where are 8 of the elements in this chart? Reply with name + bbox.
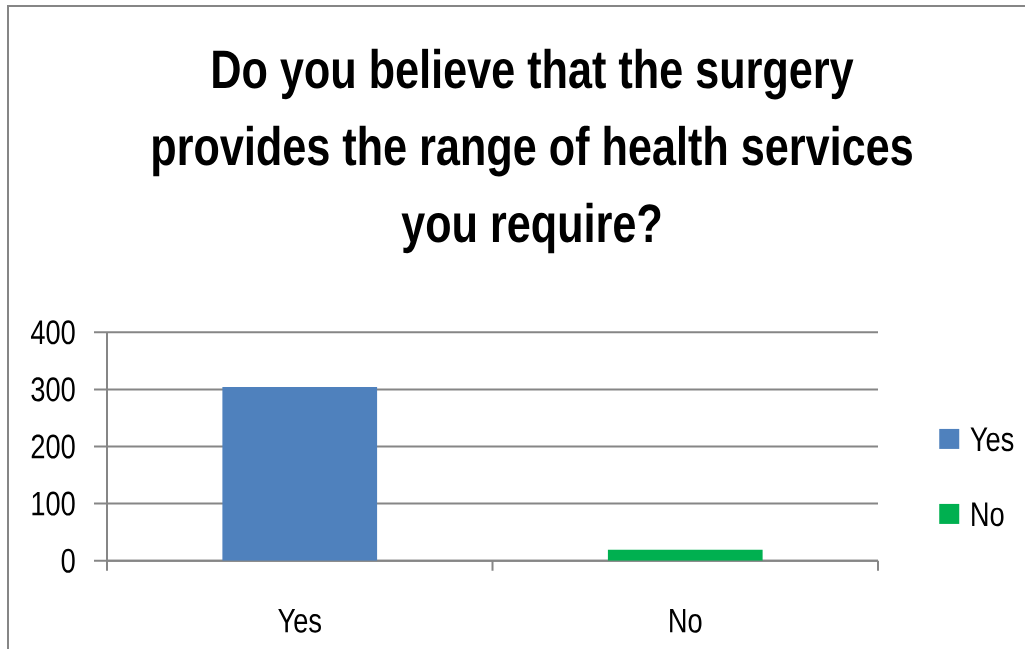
legend-label: Yes [970,427,1014,452]
chart-title: Do you believe that the surgery provides the range of health services you require? [153,48,912,254]
legend-label: No [972,502,1004,527]
y-tick-label: 200 [31,434,75,459]
y-tick-label: 0 [61,548,75,573]
y-tick-label: 300 [31,377,75,402]
y-tick-label: 400 [30,320,75,345]
y-tick-label: 100 [32,491,75,516]
